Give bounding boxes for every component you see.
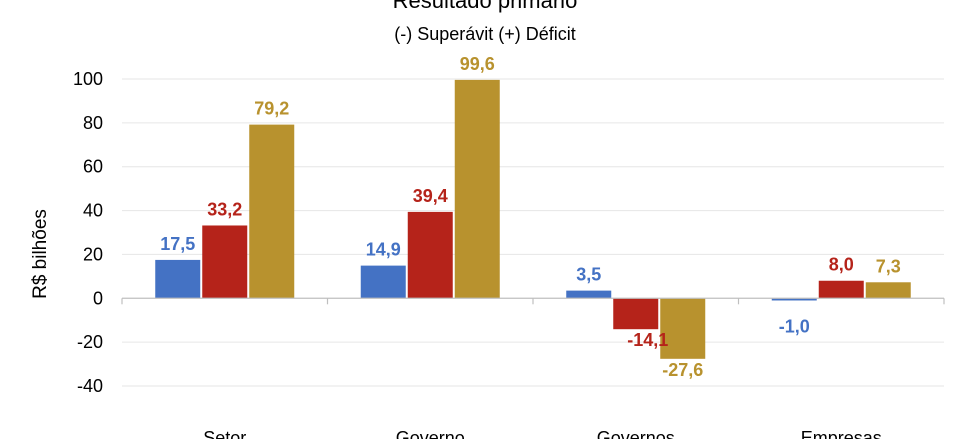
bar [818, 280, 864, 299]
category-label: Governos [597, 428, 675, 439]
y-tick-label: 100 [73, 69, 103, 89]
bars [155, 79, 911, 359]
y-tick-label: 20 [83, 244, 103, 264]
data-label: 39,4 [413, 186, 448, 206]
bar [155, 259, 201, 299]
data-label: 99,6 [460, 54, 495, 74]
bar [613, 298, 659, 330]
bar [407, 211, 453, 299]
bar [865, 282, 911, 299]
bar [249, 124, 295, 299]
category-labels: Setor Governo Governos Empresas [203, 428, 882, 439]
y-tick-label: -40 [77, 376, 103, 396]
bar [771, 298, 817, 301]
y-tick-label: 60 [83, 157, 103, 177]
y-tick-label: -20 [77, 332, 103, 352]
bar [566, 290, 612, 299]
data-label: -1,0 [779, 316, 810, 336]
data-label: 7,3 [876, 256, 901, 276]
category-label: Governo [396, 428, 465, 439]
y-axis-label: R$ bilhões [30, 209, 51, 299]
data-label: 79,2 [254, 99, 289, 119]
chart-title: Resultado primário [393, 0, 578, 13]
chart-subtitle: (-) Superávit (+) Déficit [394, 24, 576, 44]
y-tick-label: 40 [83, 201, 103, 221]
data-label: 14,9 [366, 240, 401, 260]
y-tick-label: 80 [83, 113, 103, 133]
bar [454, 79, 500, 299]
category-label: Empresas [801, 428, 882, 439]
x-axis [121, 297, 945, 305]
bar [360, 265, 406, 299]
data-label: 17,5 [160, 234, 195, 254]
data-label: 8,0 [829, 255, 854, 275]
category-label: Setor [203, 428, 246, 439]
bar [202, 225, 248, 299]
y-tick-labels: 100 80 60 40 20 0 -20 -40 [73, 69, 103, 396]
y-tick-label: 0 [93, 288, 103, 308]
data-label: 33,2 [207, 199, 242, 219]
data-label: -27,6 [662, 360, 703, 380]
data-labels: 17,5 33,2 79,2 14,9 39,4 99,6 3,5 -14,1 -27,6 -1,… [160, 54, 901, 380]
bar [660, 298, 706, 359]
data-label: -14,1 [627, 330, 668, 350]
data-label: 3,5 [576, 265, 601, 285]
